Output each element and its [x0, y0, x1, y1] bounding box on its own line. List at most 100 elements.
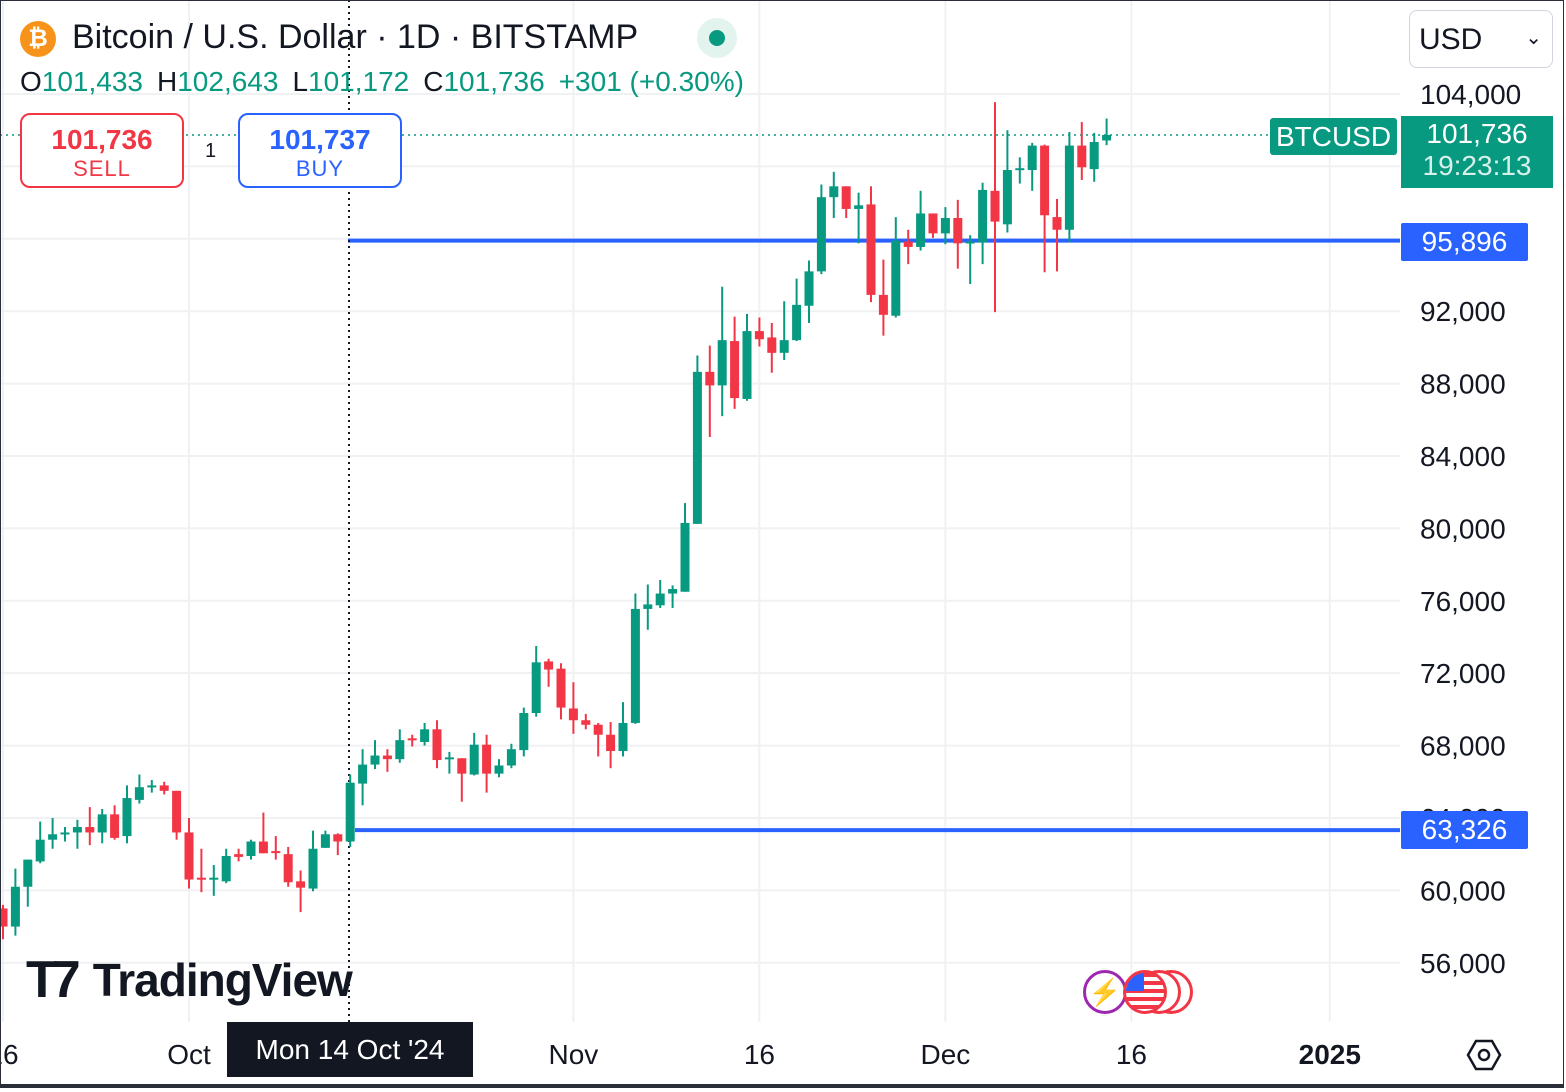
candle-body: [593, 724, 603, 735]
candle: [1052, 198, 1062, 272]
candle-body: [705, 371, 715, 386]
candle-body: [234, 854, 244, 857]
candle-body: [246, 841, 256, 856]
candle: [816, 184, 826, 275]
candle: [878, 259, 888, 336]
sell-button[interactable]: 101,736 SELL: [20, 113, 184, 188]
candle-body: [581, 720, 591, 725]
price-tick-label: 60,000: [1420, 875, 1506, 906]
currency-select[interactable]: USD ⌄: [1409, 10, 1553, 68]
candle-body: [878, 294, 888, 315]
candle: [10, 868, 20, 936]
candle: [519, 707, 529, 757]
candle-body: [370, 755, 380, 765]
close-label: C: [423, 66, 444, 97]
candle-body: [544, 661, 554, 670]
candle-body: [767, 337, 777, 353]
candle: [630, 593, 640, 724]
candle: [48, 817, 58, 849]
candle-body: [940, 217, 950, 234]
tradingview-logo[interactable]: T7 TradingView: [26, 950, 353, 1010]
candle-body: [271, 851, 281, 854]
candle-body: [110, 814, 120, 838]
price-tick-label: 88,000: [1420, 369, 1506, 400]
candle-body: [779, 340, 789, 353]
candle-body: [792, 304, 802, 341]
open-value: 101,433: [41, 66, 143, 97]
candle: [320, 830, 330, 848]
bar-countdown: 19:23:13: [1422, 150, 1532, 181]
candle: [556, 663, 566, 720]
buy-button[interactable]: 101,737 BUY: [238, 113, 402, 188]
candle-body: [1027, 145, 1037, 171]
candle: [506, 743, 516, 769]
candle-body: [730, 341, 740, 399]
candle-body: [903, 241, 913, 247]
candle-body: [866, 204, 876, 295]
candle-body: [221, 855, 231, 882]
candle: [643, 584, 653, 630]
hline-price-label-1[interactable]: 95,896: [1401, 223, 1528, 261]
us-flag-event-icon[interactable]: [1123, 970, 1167, 1014]
candle: [258, 812, 268, 854]
candle-body: [308, 848, 318, 889]
buy-label: BUY: [295, 156, 345, 181]
symbol-title[interactable]: Bitcoin / U.S. Dollar · 1D · BITSTAMP: [72, 18, 639, 56]
candle: [1064, 132, 1074, 243]
price-tick-label: 68,000: [1420, 731, 1506, 762]
chevron-down-icon: ⌄: [1525, 27, 1542, 49]
candle: [345, 774, 355, 847]
candle-body: [754, 331, 764, 340]
candle-body: [506, 749, 516, 766]
candle: [432, 720, 442, 769]
candle: [23, 859, 33, 907]
candle: [804, 260, 814, 323]
time-axis[interactable]: 16 Oct Nov 16 Dec 16 2025: [0, 1039, 1361, 1070]
low-value: 101,172: [308, 66, 410, 97]
candle: [618, 702, 628, 757]
candle: [271, 836, 281, 860]
candle-body: [618, 722, 628, 752]
price-tick-label: 72,000: [1420, 658, 1506, 689]
candle-body: [196, 877, 206, 880]
price-tick-label: 76,000: [1420, 586, 1506, 617]
candle-body: [382, 755, 392, 760]
candle: [779, 301, 789, 361]
candle-body: [965, 241, 975, 244]
candle-body: [147, 785, 157, 788]
candle-body: [692, 371, 702, 524]
candle-body: [854, 205, 864, 209]
price-tick-label: 80,000: [1420, 513, 1506, 544]
candle: [568, 682, 578, 734]
time-tick-label: 16: [0, 1039, 19, 1070]
candle: [246, 839, 256, 860]
price-tick-label: 56,000: [1420, 948, 1506, 979]
hline-price-label-2[interactable]: 63,326: [1401, 811, 1528, 849]
lightning-event-icon[interactable]: ⚡: [1083, 970, 1127, 1014]
candle: [382, 749, 392, 772]
market-open-status-icon: [697, 18, 737, 58]
candle: [940, 207, 950, 245]
candle-body: [358, 764, 368, 784]
candle: [1002, 130, 1012, 233]
economic-events-markers[interactable]: ⚡: [1083, 970, 1198, 1020]
candle: [531, 646, 541, 717]
candle-body: [209, 877, 219, 880]
candle: [482, 734, 492, 793]
candle: [928, 213, 938, 238]
candle-body: [1077, 145, 1087, 168]
candle: [172, 790, 182, 840]
candle-body: [978, 189, 988, 243]
candle: [829, 171, 839, 218]
candle-body: [457, 758, 467, 774]
candle-body: [717, 340, 727, 386]
candle-body: [606, 734, 616, 752]
close-value: 101,736: [443, 66, 545, 97]
candle: [296, 870, 306, 913]
candle: [407, 734, 417, 747]
candle: [370, 740, 380, 770]
candle-body: [23, 859, 33, 887]
candle-body: [407, 738, 417, 741]
settings-icon[interactable]: [1466, 1037, 1502, 1073]
